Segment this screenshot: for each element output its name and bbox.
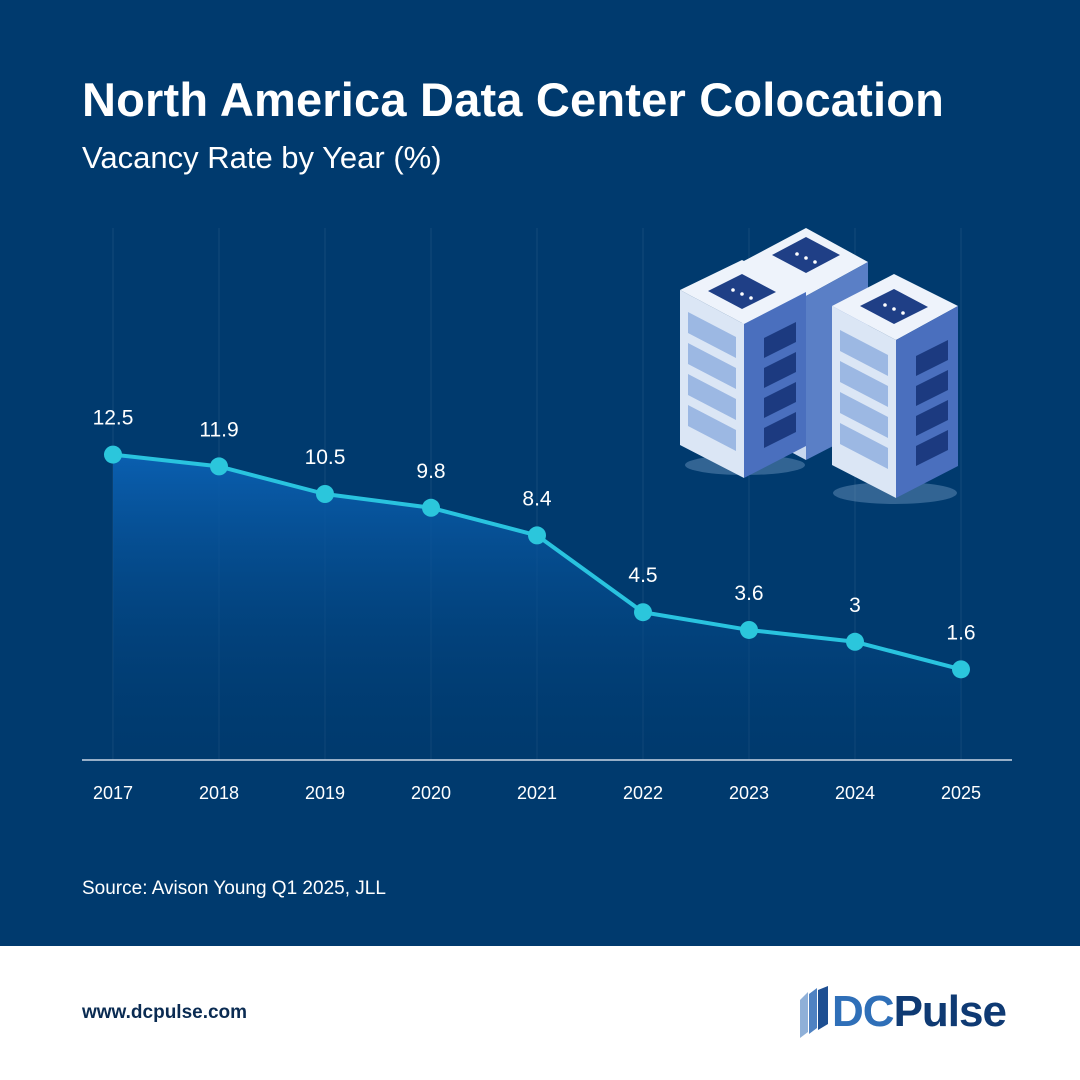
server-racks-icon: [680, 228, 958, 504]
data-label-2019: 10.5: [305, 446, 346, 469]
chart-title: North America Data Center Colocation: [82, 73, 945, 126]
data-point-2019[interactable]: [316, 485, 334, 503]
x-tick-label-2023: 2023: [729, 783, 769, 803]
data-point-2018[interactable]: [210, 457, 228, 476]
data-label-2022: 4.5: [628, 564, 657, 587]
data-point-2023[interactable]: [740, 620, 758, 639]
data-labels: 12.5 11.9 10.5 9.8 8.4 4.5 3.6 3 1.6: [93, 407, 976, 645]
data-point-2017[interactable]: [104, 445, 122, 464]
x-tick-label-2018: 2018: [199, 783, 239, 803]
data-label-2024: 3: [849, 594, 861, 617]
data-point-2021[interactable]: [528, 526, 546, 545]
server-rack-right: [832, 274, 958, 498]
area-fill: [113, 454, 961, 760]
data-point-2024[interactable]: [846, 632, 864, 651]
vacancy-chart: 12.511.910.59.88.44.53.631.6 2017 2018 201…: [82, 228, 1012, 803]
data-label-2021: 8.4: [522, 487, 552, 510]
data-label-2023: 3.6: [734, 582, 763, 605]
x-tick-label-2021: 2021: [517, 783, 557, 803]
data-points: [104, 445, 970, 679]
data-point-2020[interactable]: [422, 498, 440, 517]
data-label-2017: 12.5: [93, 407, 134, 430]
footer: [0, 946, 1080, 1080]
chart-subtitle: Vacancy Rate by Year (%): [82, 140, 442, 175]
x-tick-labels: 2017 2018 2019 2020 2021 2022 2023 2024 2025: [93, 783, 981, 803]
server-rack-left: [680, 260, 806, 478]
data-label-2018: 11.9: [199, 418, 238, 441]
x-tick-label-2019: 2019: [305, 783, 345, 803]
x-tick-label-2025: 2025: [941, 783, 981, 803]
x-tick-label-2024: 2024: [835, 783, 875, 803]
website-link[interactable]: www.dcpulse.com: [82, 1002, 248, 1023]
x-tick-label-2022: 2022: [623, 783, 663, 803]
data-point-2025[interactable]: [952, 660, 970, 679]
x-tick-label-2017: 2017: [93, 783, 133, 803]
dcpulse-logo: DCPulse: [798, 984, 1018, 1040]
data-point-2022[interactable]: [634, 603, 652, 622]
data-label-2020: 9.8: [416, 460, 445, 483]
logo-mark-icon: [800, 986, 828, 1038]
x-tick-label-2020: 2020: [411, 783, 451, 803]
data-label-2025: 1.6: [946, 621, 975, 644]
source-note: Source: Avison Young Q1 2025, JLL: [82, 878, 386, 899]
logo-wordmark: DCPulse: [832, 987, 1007, 1036]
